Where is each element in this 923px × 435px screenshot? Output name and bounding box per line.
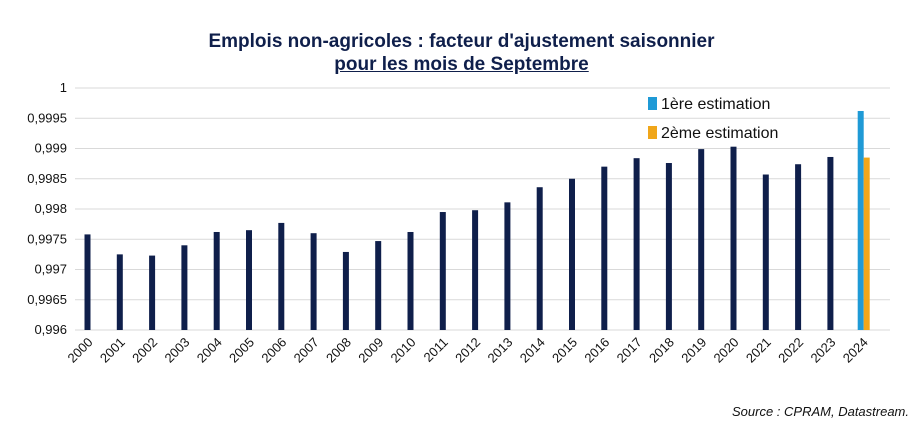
x-tick-label: 2019 [678, 335, 709, 366]
x-tick-label: 2005 [226, 335, 257, 366]
bar-2024-second-estimate [863, 157, 870, 330]
bar-2005 [246, 230, 252, 330]
x-tick-label: 2010 [388, 335, 419, 366]
bar-2019 [698, 149, 705, 330]
x-tick-label: 2020 [711, 335, 742, 366]
bar-2023 [827, 156, 834, 330]
bar-2006 [278, 222, 285, 330]
chart-title: Emplois non-agricoles : facteur d'ajuste… [0, 30, 923, 76]
bar-2024-first-estimate [857, 110, 864, 331]
y-tick-label: 0,9985 [27, 171, 67, 186]
bar-2010 [407, 231, 414, 330]
x-tick-label: 2006 [258, 335, 289, 366]
x-tick-label: 2024 [840, 335, 871, 366]
x-tick-label: 2011 [421, 335, 451, 365]
x-tick-label: 2018 [646, 335, 677, 366]
x-tick-label: 2022 [775, 335, 806, 366]
x-tick-label: 2000 [65, 335, 96, 366]
y-tick-label: 1 [60, 80, 67, 95]
legend: 1ère estimation 2ème estimation [648, 96, 778, 142]
bar-2014 [536, 187, 543, 330]
y-tick-label: 0,996 [34, 322, 67, 337]
legend-label-first: 1ère estimation [661, 96, 770, 113]
y-tick-label: 0,9975 [27, 231, 67, 246]
y-tick-label: 0,9995 [27, 110, 67, 125]
x-tick-label: 2016 [581, 335, 612, 366]
gridlines [75, 87, 890, 331]
y-tick-label: 0,997 [34, 262, 67, 277]
bar-2011 [439, 212, 446, 330]
x-tick-label: 2008 [323, 335, 354, 366]
bar-2015 [569, 178, 575, 330]
bar-2021 [762, 174, 769, 330]
bar-2016 [601, 166, 608, 330]
legend-swatch-second [648, 126, 657, 139]
bar-2009 [375, 241, 382, 330]
x-tick-label: 2007 [291, 335, 322, 366]
bar-2008 [342, 251, 349, 330]
x-tick-label: 2015 [549, 335, 580, 366]
x-tick-label: 2021 [743, 335, 774, 366]
y-tick-label: 0,998 [34, 201, 67, 216]
legend-label-second: 2ème estimation [661, 125, 778, 142]
x-tick-label: 2003 [161, 335, 192, 366]
bar-2007 [310, 233, 317, 330]
x-axis: 2000 2001 2002 2003 2004 2005 2006 2007 2008 2009… [65, 335, 871, 366]
bar-2013 [504, 202, 511, 330]
x-tick-label: 2001 [97, 335, 128, 366]
x-tick-label: 2017 [614, 335, 645, 366]
chart-subtitle: pour les mois de Septembre [334, 54, 589, 75]
bar-2003 [181, 245, 188, 330]
y-tick-label: 0,999 [34, 141, 67, 156]
legend-swatch-first [648, 97, 657, 110]
y-tick-label: 0,9965 [27, 292, 67, 307]
x-tick-label: 2013 [484, 335, 515, 366]
bar-2001 [116, 254, 123, 330]
source-note: Source : CPRAM, Datastream. [732, 404, 909, 419]
bar-2017 [633, 158, 640, 330]
bar-2000 [84, 234, 91, 330]
bars [84, 110, 870, 331]
x-tick-label: 2023 [807, 335, 838, 366]
bar-2012 [472, 210, 479, 330]
x-tick-label: 2009 [355, 335, 386, 366]
bar-2022 [795, 164, 802, 330]
bar-2002 [149, 255, 156, 330]
y-axis: 0,996 0,9965 0,997 0,9975 0,998 0,9985 0,999 0,… [27, 80, 67, 337]
x-tick-label: 2014 [517, 335, 548, 366]
bar-2020 [730, 146, 737, 330]
x-tick-label: 2004 [194, 335, 225, 366]
x-tick-label: 2002 [129, 335, 160, 366]
bar-2004 [213, 231, 220, 330]
chart-title-line1: Emplois non-agricoles : facteur d'ajuste… [208, 31, 715, 52]
bar-2018 [665, 163, 672, 330]
x-tick-label: 2012 [452, 335, 483, 366]
